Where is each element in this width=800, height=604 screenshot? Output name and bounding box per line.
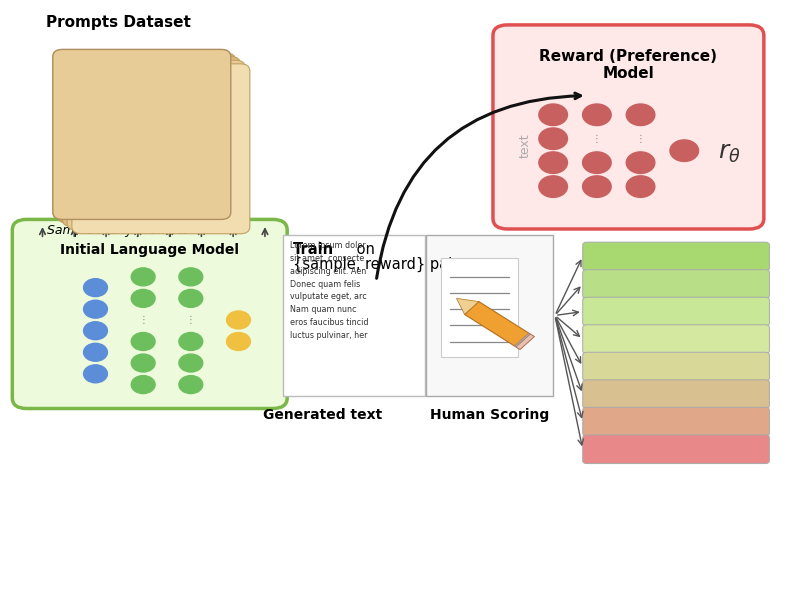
Circle shape	[83, 300, 107, 318]
Circle shape	[582, 176, 611, 198]
FancyBboxPatch shape	[58, 53, 235, 223]
Text: Lorem ipsum dolor
sit amet, consecte
adipiscing elit. Aen
Donec quam felis
vulpu: Lorem ipsum dolor sit amet, consecte adi…	[290, 241, 368, 340]
Circle shape	[83, 343, 107, 361]
Circle shape	[131, 268, 155, 286]
FancyBboxPatch shape	[426, 235, 553, 396]
Text: Human Scoring: Human Scoring	[430, 408, 549, 422]
Circle shape	[539, 128, 567, 149]
Circle shape	[539, 176, 567, 198]
Circle shape	[539, 104, 567, 126]
Text: Sample many prompts: Sample many prompts	[47, 224, 189, 237]
Text: Outputs are ranked
(relative, ELO, etc.): Outputs are ranked (relative, ELO, etc.)	[603, 202, 749, 230]
Circle shape	[582, 152, 611, 173]
Circle shape	[179, 376, 202, 394]
Circle shape	[539, 152, 567, 173]
Circle shape	[83, 278, 107, 297]
Circle shape	[626, 152, 655, 173]
FancyBboxPatch shape	[493, 25, 764, 229]
Circle shape	[131, 354, 155, 372]
Text: Prompts Dataset: Prompts Dataset	[46, 14, 190, 30]
Text: ⋮: ⋮	[636, 133, 646, 144]
Text: text: text	[518, 133, 531, 158]
FancyBboxPatch shape	[12, 219, 287, 408]
Text: Generated text: Generated text	[263, 408, 382, 422]
Circle shape	[83, 365, 107, 383]
FancyBboxPatch shape	[582, 435, 770, 464]
Circle shape	[626, 104, 655, 126]
Circle shape	[179, 289, 202, 307]
Text: ⋮: ⋮	[138, 315, 148, 325]
FancyBboxPatch shape	[582, 242, 770, 271]
Circle shape	[179, 354, 202, 372]
FancyBboxPatch shape	[582, 352, 770, 381]
FancyBboxPatch shape	[442, 258, 518, 357]
Polygon shape	[465, 301, 534, 349]
Circle shape	[226, 311, 250, 329]
Circle shape	[626, 176, 655, 198]
Polygon shape	[457, 298, 479, 315]
Circle shape	[179, 268, 202, 286]
FancyBboxPatch shape	[582, 297, 770, 326]
FancyBboxPatch shape	[582, 407, 770, 436]
FancyBboxPatch shape	[582, 325, 770, 353]
Circle shape	[131, 289, 155, 307]
FancyBboxPatch shape	[283, 235, 426, 396]
Circle shape	[179, 333, 202, 350]
FancyBboxPatch shape	[582, 269, 770, 298]
Text: Reward (Preference)
Model: Reward (Preference) Model	[539, 49, 718, 82]
FancyBboxPatch shape	[72, 64, 250, 234]
Circle shape	[131, 333, 155, 350]
Circle shape	[670, 140, 698, 161]
FancyBboxPatch shape	[67, 60, 245, 230]
Text: ⋮: ⋮	[186, 315, 196, 325]
Text: Initial Language Model: Initial Language Model	[60, 243, 239, 257]
Text: $r_{\theta}$: $r_{\theta}$	[718, 141, 741, 164]
Text: ⋮: ⋮	[592, 133, 602, 144]
FancyBboxPatch shape	[62, 57, 240, 227]
Polygon shape	[516, 334, 534, 349]
Circle shape	[226, 333, 250, 350]
Text: on: on	[352, 242, 375, 257]
Text: Train: Train	[293, 242, 334, 257]
FancyBboxPatch shape	[53, 50, 230, 219]
FancyBboxPatch shape	[582, 380, 770, 408]
Polygon shape	[514, 333, 530, 347]
Text: {sample, reward} pairs: {sample, reward} pairs	[293, 257, 466, 272]
Circle shape	[83, 322, 107, 339]
Circle shape	[582, 104, 611, 126]
FancyBboxPatch shape	[53, 50, 230, 219]
Circle shape	[131, 376, 155, 394]
